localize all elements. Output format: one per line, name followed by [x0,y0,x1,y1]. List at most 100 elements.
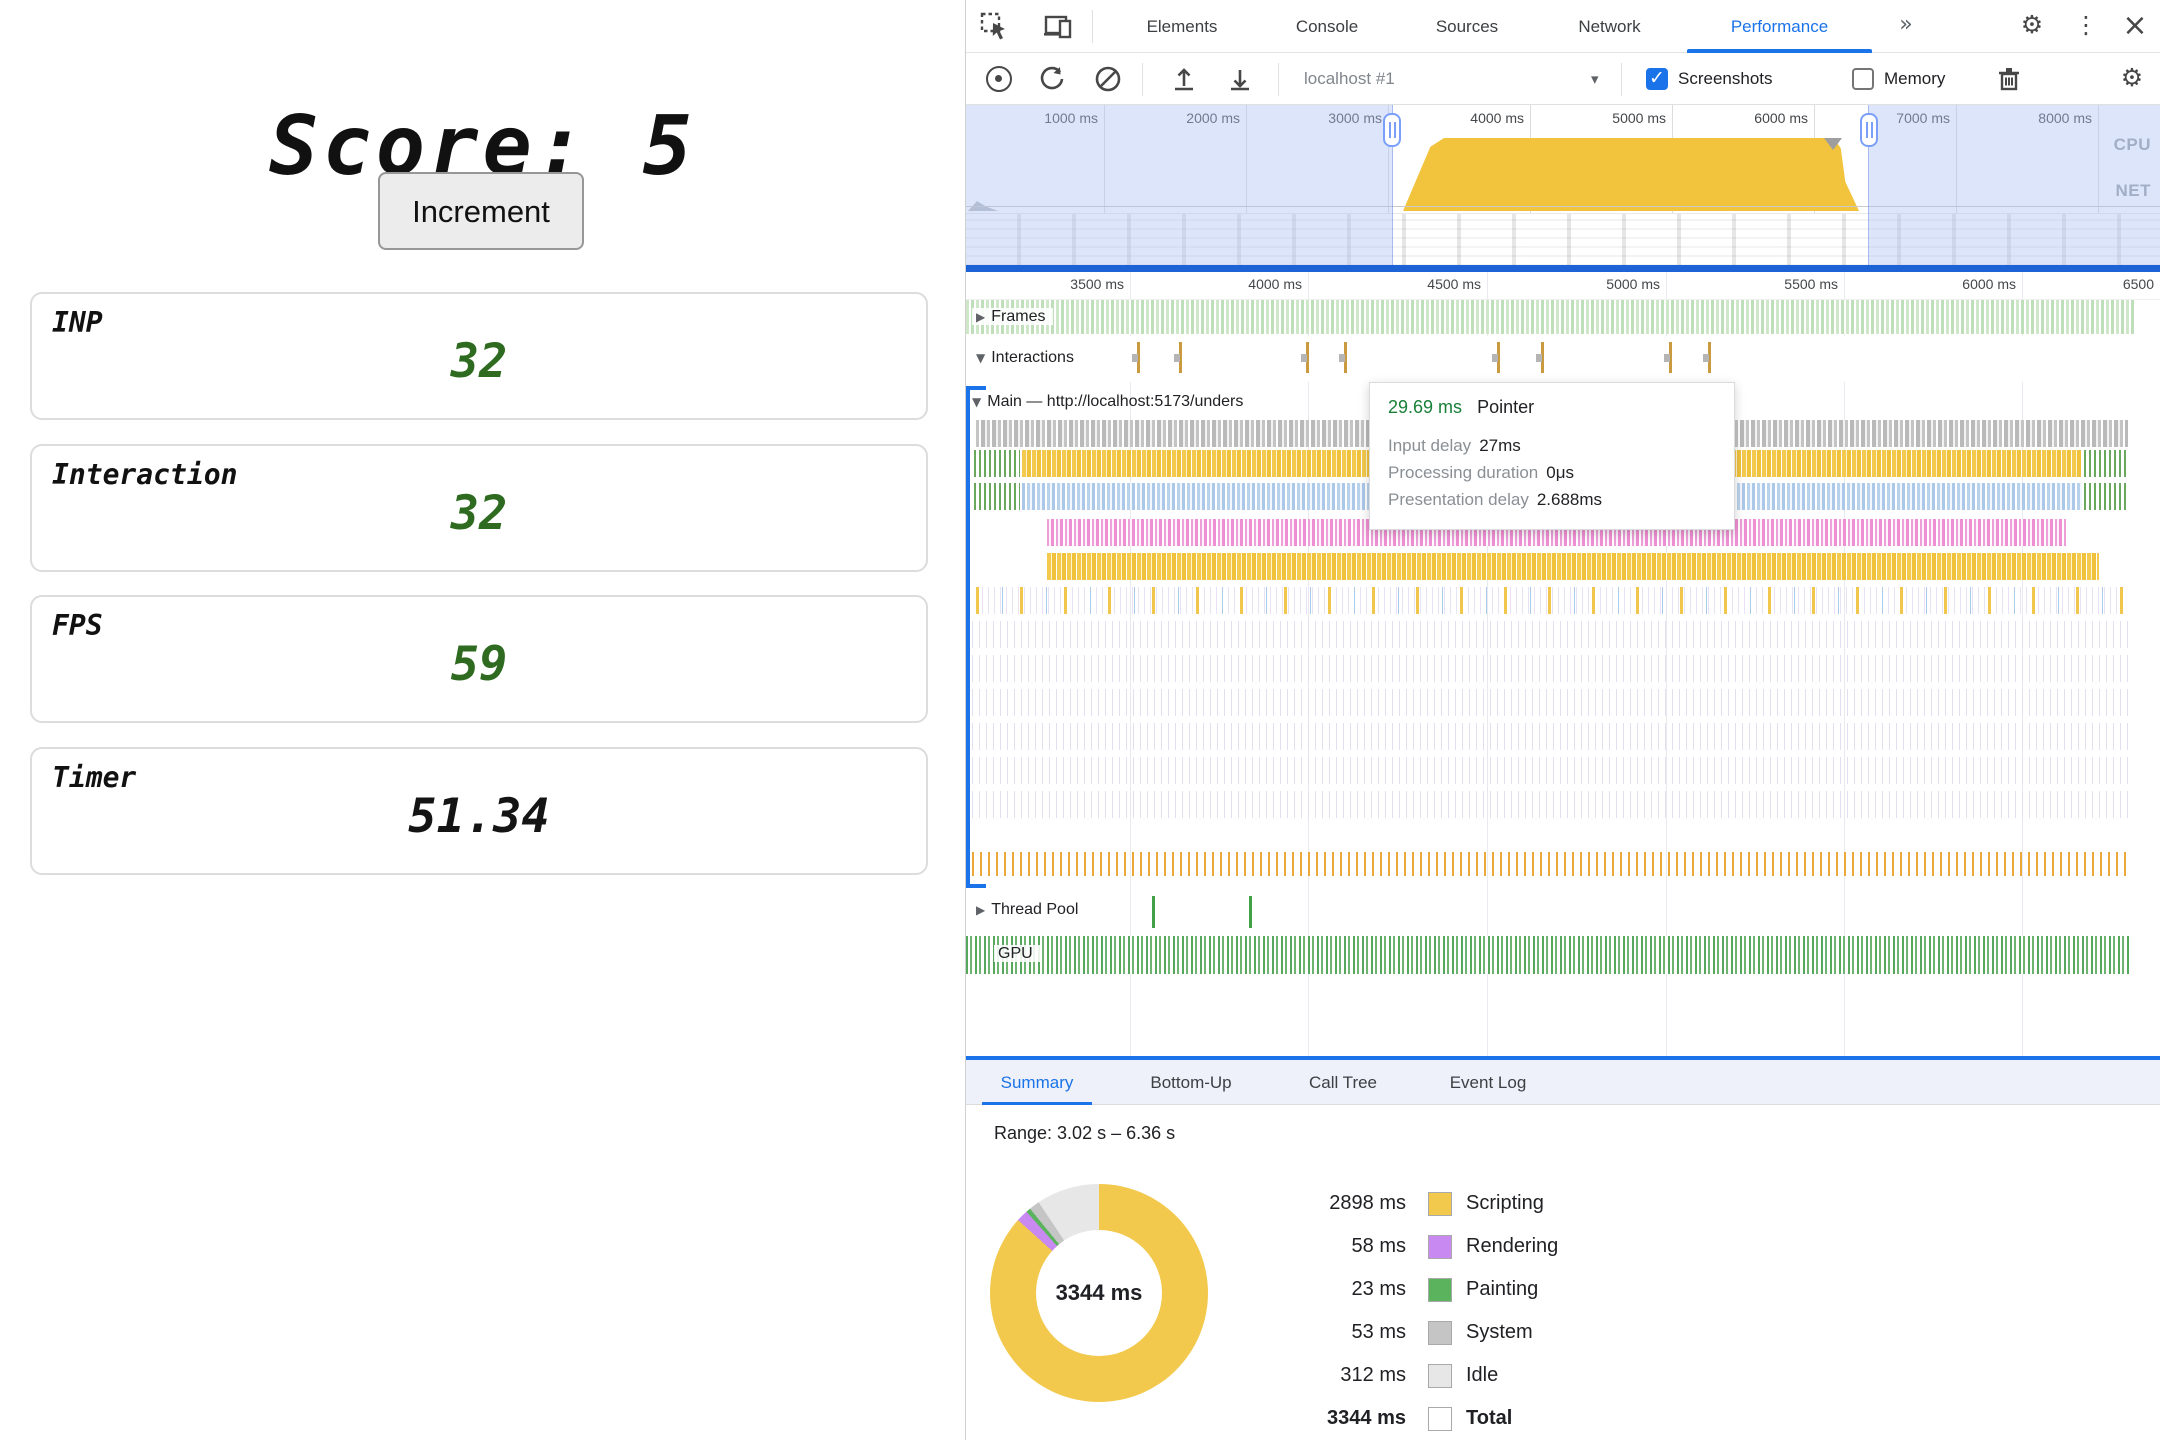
summary-view: Range: 3.02 s – 6.36 s 3344 ms 2898 ms S… [966,1105,2160,1440]
main-track-header[interactable]: ▼ Main — http://localhost:5173/unders [972,393,1244,410]
flame-row-faint [972,757,2128,784]
tooltip-row-label: Presentation delay [1388,490,1529,509]
overview-gridline [1388,105,1389,265]
tooltip-row-value: 2.688ms [1536,490,1603,509]
tab-bottom-up[interactable]: Bottom-Up [1150,1073,1232,1092]
gpu-track-header[interactable]: GPU [994,942,1041,966]
selection-window-left-edge [1392,105,1393,265]
chevron-down-icon[interactable]: ▾ [1591,70,1599,88]
tab-network[interactable]: Network [1578,17,1641,36]
main-track-selection-bracket [966,386,986,888]
summary-legend: 2898 ms Scripting 58 ms Rendering 23 ms … [1221,1187,1681,1440]
legend-value: 53 ms [1351,1321,1406,1343]
memory-label[interactable]: Memory [1884,69,1946,88]
tab-call-tree[interactable]: Call Tree [1308,1073,1378,1092]
tooltip-row-label: Processing duration [1388,463,1539,482]
overview-ruler-label: 7000 ms [1896,110,1950,126]
cpu-track-label: CPU [2113,135,2151,154]
interaction-marker[interactable] [1703,342,1711,373]
overview-ruler-label: 8000 ms [2038,110,2092,126]
tab-console[interactable]: Console [1295,17,1359,36]
selection-handle-left[interactable] [1383,113,1401,147]
overview-gridline [1104,105,1105,265]
tab-performance[interactable]: Performance [1730,17,1829,36]
legend-swatch [1428,1320,1452,1345]
metric-label: INP [52,306,103,339]
interaction-marker[interactable] [1174,342,1182,373]
frames-track-header[interactable]: ▶ Frames [972,305,1054,329]
capture-settings-gear-icon[interactable]: ⚙ [2120,63,2144,92]
legend-label: Painting [1466,1278,1539,1300]
legend-row-total: 3344 ms Total [1221,1402,1681,1435]
timeline-overview[interactable]: 1000 ms 2000 ms 3000 ms 4000 ms 5000 ms … [966,105,2160,272]
interaction-marker[interactable] [1536,342,1544,373]
timeline-ruler-label: 6500 [2122,276,2154,292]
record-button[interactable] [986,66,1012,92]
thread-pool-activity [1249,896,1252,928]
active-details-tab-underline [982,1102,1092,1105]
net-activity-line [966,206,2160,207]
flame-chart[interactable]: 3500 ms 4000 ms 4500 ms 5000 ms 5500 ms … [966,272,2160,1056]
interaction-marker[interactable] [1492,342,1500,373]
tab-sources[interactable]: Sources [1435,17,1499,36]
inspect-icon[interactable] [979,11,1011,43]
tooltip-row-label: Input delay [1388,436,1472,455]
app-pane: Score: 5 Increment INP 32 Interaction 32… [0,0,965,1440]
metric-card-interaction: Interaction 32 [30,444,928,572]
screenshots-checkbox[interactable]: ✓ [1646,67,1668,90]
interaction-marker[interactable] [1339,342,1347,373]
tab-elements[interactable]: Elements [1146,17,1218,36]
collapsed-arrow-icon: ▶ [976,903,986,917]
collect-garbage-icon[interactable] [1994,64,2024,94]
flame-row-ticks [972,852,2126,876]
kebab-menu-icon[interactable]: ⋮ [2074,11,2098,39]
screenshot-filmstrip[interactable] [966,213,2160,266]
tab-event-log[interactable]: Event Log [1449,1073,1527,1092]
interaction-marker[interactable] [1132,342,1140,373]
tooltip-row-value: 27ms [1479,436,1521,455]
divider [1142,63,1143,96]
legend-row: 53 ms System [1221,1316,1681,1349]
interactions-track-header[interactable]: ▼ Interactions [972,346,1082,370]
legend-label: Rendering [1466,1235,1559,1257]
gear-icon[interactable]: ⚙ [2020,10,2044,39]
screenshots-label[interactable]: Screenshots [1678,69,1773,88]
reload-and-record-button[interactable] [1038,65,1066,93]
clear-recording-icon[interactable] [1094,65,1122,93]
metric-label: FPS [52,609,103,642]
legend-value: 312 ms [1340,1364,1406,1386]
legend-label: Scripting [1466,1192,1544,1214]
ruler-divider [966,299,2160,300]
flame-row-segment [2084,483,2128,510]
device-toolbar-icon[interactable] [1042,11,1074,43]
legend-row: 2898 ms Scripting [1221,1187,1681,1220]
interaction-marker[interactable] [1664,342,1672,373]
overview-gridline [1246,105,1247,265]
tab-summary[interactable]: Summary [1000,1073,1074,1092]
legend-value: 58 ms [1351,1235,1406,1257]
interaction-marker[interactable] [1301,342,1309,373]
thread-pool-activity [1152,896,1155,928]
legend-value: 23 ms [1351,1278,1406,1300]
legend-row: 312 ms Idle [1221,1359,1681,1392]
load-profile-icon[interactable] [1170,65,1198,93]
details-splitter[interactable] [966,1056,2160,1060]
expanded-arrow-icon: ▼ [972,395,982,409]
selection-handle-right[interactable] [1860,113,1878,147]
gpu-track[interactable] [966,936,2131,974]
summary-donut: 3344 ms [990,1184,1208,1402]
more-tabs-icon[interactable]: » [1899,12,1913,37]
overview-bottom-bar [966,265,2160,272]
increment-button[interactable]: Increment [378,172,584,250]
memory-checkbox[interactable]: ✓ [1852,68,1874,90]
legend-swatch [1428,1277,1452,1302]
flame-row-segment [2084,450,2128,477]
interactions-track[interactable] [966,336,2160,382]
legend-swatch [1428,1191,1452,1216]
save-profile-icon[interactable] [1226,65,1254,93]
thread-pool-track[interactable]: ▶ Thread Pool [966,892,2160,932]
frames-track[interactable] [966,300,2134,334]
flame-row-faint [972,723,2128,750]
close-icon[interactable]: × [2122,8,2148,43]
profile-select[interactable]: localhost #1 [1304,69,1395,88]
